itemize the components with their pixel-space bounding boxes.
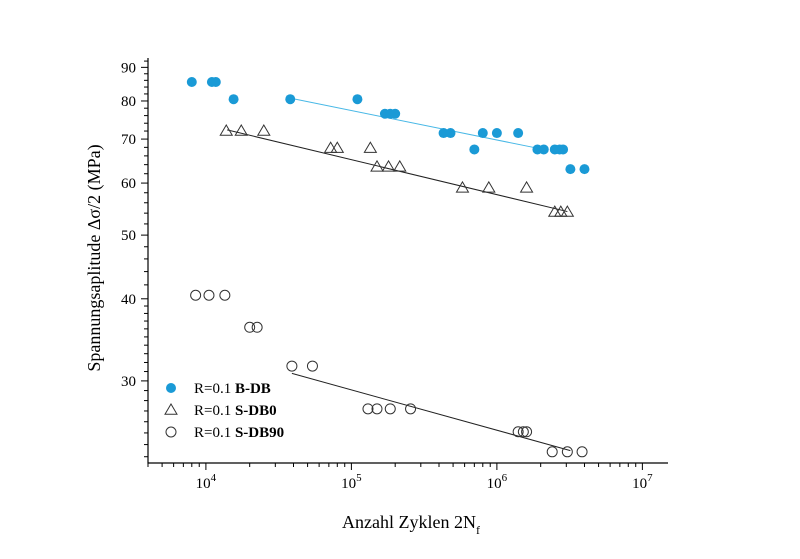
data-point	[190, 289, 202, 301]
y-tick-label: 50	[121, 228, 136, 244]
data-point	[210, 76, 221, 87]
data-point	[362, 403, 374, 415]
data-point	[521, 426, 533, 438]
y-tick-label: 90	[121, 60, 136, 76]
data-point	[455, 180, 470, 193]
fit-lines	[227, 97, 571, 452]
data-point	[576, 446, 588, 458]
data-point	[546, 446, 558, 458]
data-point	[481, 180, 496, 193]
legend: R=0.1 B-DB R=0.1 S-DB0 R=0.1 S-DB90	[164, 381, 284, 441]
y-axis-ticks: 30 40 50 60 70 80 90	[121, 60, 148, 458]
data-point	[352, 94, 363, 105]
legend-label-1: R=0.1 B-DB	[194, 381, 271, 397]
x-axis-ticks: 104 105 106 107	[147, 463, 653, 492]
data-point	[203, 289, 215, 301]
data-point	[323, 141, 338, 153]
legend-marker-1	[166, 383, 176, 393]
data-point	[370, 159, 384, 172]
data-point	[286, 360, 298, 372]
x-tick-label: 107	[632, 472, 653, 492]
legend-marker-2	[164, 403, 178, 415]
series-3	[190, 289, 588, 458]
data-point	[579, 164, 590, 175]
fit-line-1	[290, 97, 538, 149]
data-point	[251, 321, 263, 333]
data-point	[565, 164, 576, 175]
data-point	[219, 124, 234, 136]
data-point	[560, 205, 575, 217]
data-point	[513, 128, 524, 139]
y-tick-label: 60	[121, 176, 136, 192]
fit-line-3	[291, 372, 571, 452]
data-point	[405, 403, 417, 415]
series-1	[186, 76, 590, 175]
x-tick-label: 104	[196, 472, 217, 492]
y-tick-label: 30	[121, 374, 136, 390]
data-point	[256, 124, 271, 136]
data-points	[186, 76, 590, 458]
data-point	[381, 159, 396, 172]
data-point	[558, 144, 569, 155]
y-tick-label: 40	[121, 292, 136, 308]
data-point	[392, 159, 407, 172]
data-point	[306, 360, 318, 372]
y-tick-label: 80	[121, 94, 136, 110]
legend-marker-3	[165, 426, 177, 438]
data-point	[512, 426, 524, 438]
data-point	[285, 94, 296, 105]
series-2	[219, 124, 575, 217]
data-point	[538, 144, 549, 155]
data-point	[517, 426, 529, 438]
data-point	[186, 76, 197, 87]
y-axis-title: Spannungsaplitude Δσ/2 (MPa)	[84, 144, 105, 371]
legend-label-2: R=0.1 S-DB0	[194, 403, 277, 419]
legend-label-3: R=0.1 S-DB90	[194, 425, 284, 441]
y-tick-label: 70	[121, 132, 136, 148]
data-point	[219, 289, 231, 301]
data-point	[477, 128, 488, 139]
data-point	[469, 144, 480, 155]
data-point	[371, 403, 383, 415]
data-point	[445, 128, 456, 139]
data-point	[561, 446, 573, 458]
data-point	[244, 321, 256, 333]
data-point	[491, 128, 502, 139]
x-axis-title: Anzahl Zyklen 2Nf	[342, 512, 480, 537]
data-point	[363, 141, 378, 153]
data-point	[234, 124, 249, 136]
x-tick-label: 105	[341, 472, 362, 492]
data-point	[438, 128, 449, 139]
x-tick-label: 106	[487, 472, 508, 492]
data-point	[390, 108, 401, 119]
data-point	[519, 180, 534, 193]
data-point	[384, 403, 396, 415]
data-point	[330, 141, 345, 153]
data-point	[228, 94, 239, 105]
